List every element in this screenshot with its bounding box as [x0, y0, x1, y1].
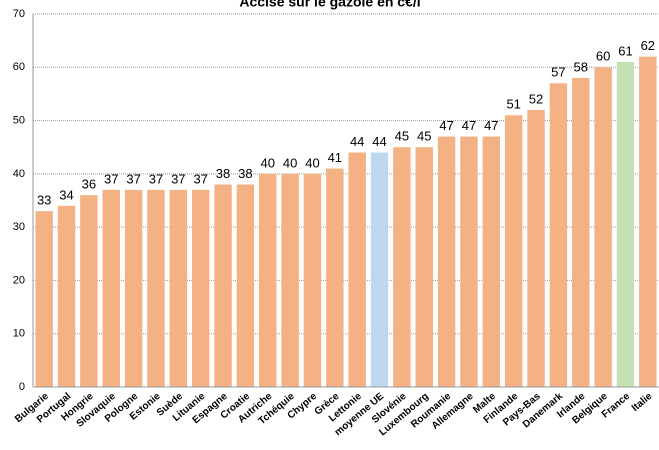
data-label: 47 [484, 118, 498, 133]
data-label: 37 [149, 171, 163, 186]
data-label: 37 [126, 171, 140, 186]
y-tick-label: 70 [13, 8, 25, 20]
bar [348, 152, 366, 387]
data-label: 52 [529, 91, 543, 106]
bar [460, 136, 478, 387]
data-label: 36 [82, 177, 96, 192]
bar [57, 205, 76, 387]
data-label: 41 [328, 150, 342, 165]
data-label: 37 [104, 171, 118, 186]
bar [527, 109, 545, 388]
data-label: 61 [618, 43, 632, 58]
bar [482, 136, 501, 387]
bar [214, 184, 232, 387]
bar [147, 189, 165, 387]
y-tick-label: 60 [13, 61, 25, 73]
bar [102, 189, 120, 387]
data-label: 34 [59, 187, 73, 202]
data-label: 40 [283, 155, 297, 170]
bar [572, 77, 590, 387]
bar [326, 168, 344, 387]
y-tick-label: 30 [13, 221, 25, 233]
bar [80, 195, 98, 387]
bar [169, 189, 188, 387]
bar [236, 184, 255, 387]
data-label: 58 [574, 59, 588, 74]
data-label: 47 [462, 118, 476, 133]
data-label: 45 [417, 129, 431, 144]
x-tick-label: Italie [630, 391, 655, 414]
y-tick-label: 0 [19, 381, 25, 393]
data-label: 40 [305, 155, 319, 170]
bar [370, 152, 389, 387]
data-label: 40 [261, 155, 275, 170]
bar [437, 136, 456, 387]
bar [616, 61, 635, 387]
data-label: 37 [193, 171, 207, 186]
bar [259, 173, 277, 387]
data-label: 51 [506, 97, 520, 112]
data-label: 44 [350, 134, 364, 149]
bar [393, 147, 411, 387]
bar [549, 83, 568, 388]
data-label: 37 [171, 171, 185, 186]
bar [303, 173, 322, 387]
data-label: 57 [551, 65, 565, 80]
data-label: 33 [37, 193, 51, 208]
bar [124, 189, 143, 387]
data-label: 38 [216, 166, 230, 181]
data-label: 45 [395, 129, 409, 144]
data-label: 38 [238, 166, 252, 181]
data-label: 47 [439, 118, 453, 133]
y-tick-label: 10 [13, 328, 25, 340]
y-tick-label: 50 [13, 114, 25, 126]
bar [594, 67, 612, 388]
bar [504, 115, 523, 387]
bar [281, 173, 299, 387]
data-label: 44 [372, 134, 386, 149]
bar [639, 56, 657, 387]
y-tick-label: 20 [13, 274, 25, 286]
y-tick-label: 40 [13, 168, 25, 180]
bar [415, 147, 433, 387]
data-label: 60 [596, 49, 610, 64]
chart-title: Accise sur le gazole en c€/l [239, 0, 420, 10]
data-label: 62 [641, 38, 655, 53]
bar [35, 211, 53, 387]
bar [191, 189, 210, 387]
